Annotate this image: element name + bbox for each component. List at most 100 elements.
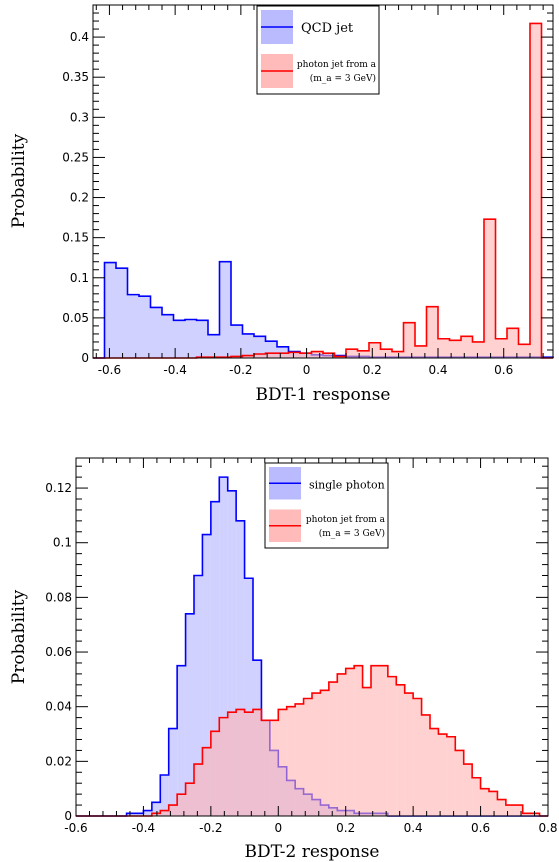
- histogram-bin: [242, 333, 254, 358]
- x-tick-label: -0.6: [98, 363, 121, 377]
- histogram-bin: [168, 805, 178, 816]
- y-tick-label: 0.05: [62, 311, 89, 325]
- histogram-bin: [379, 665, 388, 816]
- histogram-bin: [413, 698, 422, 816]
- histogram-bin: [369, 342, 381, 358]
- histogram-bin: [254, 353, 266, 358]
- histogram-bin: [265, 341, 277, 358]
- y-tick-label: 0.15: [62, 231, 89, 245]
- histogram-bin: [415, 345, 427, 358]
- legend-label-extra: (m_a = 3 GeV): [310, 73, 376, 84]
- y-tick-label: 0.08: [45, 590, 72, 604]
- histogram-bin: [303, 698, 312, 816]
- histogram-bin: [185, 319, 197, 358]
- histogram-bin: [177, 794, 186, 816]
- y-tick-label: 0.4: [70, 30, 89, 44]
- x-tick-label: -0.4: [132, 821, 155, 835]
- y-tick-label: 0.1: [53, 536, 72, 550]
- histogram-bin: [173, 320, 185, 358]
- y-axis-title: Probability: [9, 133, 29, 228]
- histogram-bin: [151, 802, 161, 816]
- histogram-bin: [463, 764, 473, 816]
- histogram-bin: [495, 338, 507, 358]
- histogram-bin: [151, 813, 161, 816]
- histogram-bin: [312, 693, 321, 816]
- histogram-bin: [210, 731, 220, 816]
- legend-label: QCD jet: [301, 21, 354, 36]
- histogram-bin: [489, 791, 498, 816]
- histogram-bin: [286, 706, 296, 816]
- histogram-bin: [357, 350, 369, 358]
- histogram-bin: [438, 734, 447, 816]
- histogram-bin: [461, 336, 473, 358]
- histogram-bin: [323, 353, 335, 358]
- x-tick-label: 0.4: [404, 821, 423, 835]
- histogram-bin: [185, 783, 194, 816]
- series-red: [93, 22, 553, 359]
- histogram-bin: [177, 665, 186, 816]
- x-axis-title: BDT-1 response: [256, 385, 391, 405]
- histogram-bin: [311, 351, 323, 358]
- histogram-bin: [227, 490, 237, 816]
- y-tick-label: 0.12: [45, 481, 72, 495]
- x-tick-label: 0: [274, 821, 282, 835]
- histogram-bin: [116, 268, 128, 358]
- histogram-bin: [242, 355, 254, 358]
- x-tick-label: 0.2: [336, 821, 355, 835]
- histogram-bin: [277, 346, 289, 358]
- histogram-bin: [244, 578, 253, 816]
- y-tick-label: 0.35: [62, 70, 89, 84]
- histogram-bin: [507, 328, 519, 358]
- histogram-bin: [320, 690, 329, 816]
- x-tick-label: 0.6: [471, 821, 490, 835]
- histogram-bin: [480, 788, 489, 816]
- histogram-bin: [139, 296, 151, 358]
- legend-label-extra: (m_a = 3 GeV): [319, 528, 385, 539]
- y-tick-label: 0.3: [70, 110, 89, 124]
- y-axis-title: Probability: [9, 589, 29, 684]
- legend: single photon photon jet from a (m_a = 3 G…: [264, 462, 389, 549]
- histogram-bin: [371, 665, 380, 816]
- histogram-bin: [236, 520, 245, 816]
- histogram-bin: [160, 775, 169, 816]
- legend-label: photon jet from a: [306, 515, 386, 525]
- histogram-bin: [472, 777, 481, 816]
- histogram-bin: [380, 349, 392, 358]
- histogram-bin: [531, 813, 540, 816]
- y-tick-label: 0.25: [62, 150, 89, 164]
- histogram-bin: [202, 747, 211, 816]
- legend-label: photon jet from a: [297, 60, 377, 70]
- histogram-bin: [219, 477, 228, 816]
- legend-entry: photon jet from a (m_a = 3 GeV): [269, 509, 386, 542]
- histogram-bin: [135, 813, 144, 816]
- histogram-bin: [231, 325, 243, 358]
- histogram-bin: [202, 534, 211, 816]
- histogram-bin: [421, 714, 430, 816]
- histogram-bin: [104, 262, 116, 358]
- histogram-bin: [227, 712, 237, 816]
- histogram-bin: [404, 693, 414, 816]
- histogram-bin: [337, 673, 346, 816]
- y-tick-label: 0.04: [45, 700, 72, 714]
- histogram-bin: [484, 219, 496, 358]
- histogram-bin: [328, 682, 338, 816]
- x-axis-title: BDT-2 response: [245, 842, 380, 862]
- histogram-bin: [518, 344, 530, 358]
- histogram-bin: [334, 356, 346, 358]
- y-tick-label: 0.06: [45, 645, 72, 659]
- top-chart-panel: -0.6 -0.4 -0.2 0 0.2 0.4 0.6 0 0.05 0.1 0.15 0.2 0.2…: [9, 4, 554, 405]
- y-tick-label: 0.2: [70, 191, 89, 205]
- legend: QCD jet photon jet from a (m_a = 3 GeV): [256, 5, 380, 95]
- histogram-bin: [505, 805, 515, 816]
- y-tick-label: 0: [81, 351, 89, 365]
- histogram-bin: [196, 320, 208, 358]
- histogram-bin: [194, 764, 203, 816]
- histogram-outline: [93, 22, 553, 359]
- histogram-bin: [446, 736, 456, 816]
- histogram-bin: [244, 712, 253, 816]
- bottom-chart-panel: -0.6 -0.4 -0.2 0 0.2 0.4 0.6 0.8 0 0.02 0.04 0.06 0.…: [9, 457, 558, 862]
- histogram-bin: [265, 353, 277, 358]
- x-tick-label: 0.8: [538, 821, 557, 835]
- histogram-bin: [210, 501, 220, 816]
- histogram-bin: [514, 805, 523, 816]
